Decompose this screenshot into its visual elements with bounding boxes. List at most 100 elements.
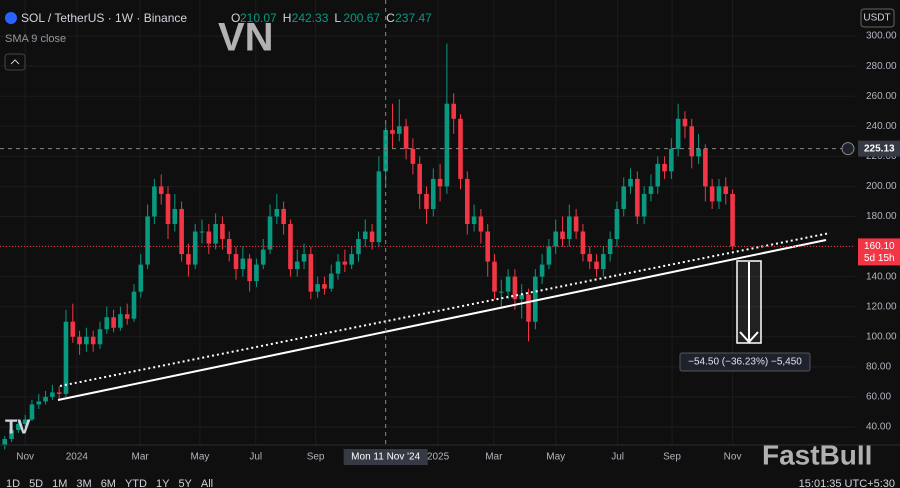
candle-body	[111, 317, 116, 328]
candle-body	[22, 419, 28, 424]
ohlc-key: O	[231, 11, 240, 25]
candle-body	[533, 276, 538, 322]
crosshair-plus[interactable]	[841, 142, 855, 156]
candle-body	[274, 208, 280, 217]
candle-body	[703, 148, 708, 187]
candle-body	[29, 404, 35, 420]
candle-body	[63, 321, 69, 394]
candle-body	[601, 254, 606, 270]
x-tick-label: Jul	[249, 452, 262, 463]
candle-body	[97, 329, 103, 345]
collapse-button[interactable]	[4, 53, 26, 71]
y-tick-label: 80.00	[866, 361, 891, 372]
candle-body	[179, 208, 184, 255]
x-tick-label: Sep	[307, 452, 325, 463]
x-tick-label: Nov	[724, 452, 742, 463]
candle-body	[90, 336, 96, 345]
candle-body	[512, 276, 518, 300]
timeframe-button[interactable]: 1D	[6, 478, 20, 488]
ohlc-value: 242.33	[292, 11, 329, 25]
candle-body	[675, 118, 681, 149]
y-tick-label: 200.00	[866, 181, 897, 192]
timeframe-button[interactable]: 6M	[101, 478, 116, 488]
x-tick-label: May	[546, 452, 565, 463]
candle-body	[730, 193, 735, 247]
candle-body	[165, 193, 171, 225]
x-tick-label: Sep	[663, 452, 681, 463]
candle-body	[417, 163, 422, 194]
ohlc-value: 200.67	[343, 11, 380, 25]
candle-body	[648, 186, 654, 194]
measure-label-box	[679, 352, 811, 372]
currency-button[interactable]	[860, 8, 895, 28]
candle-body	[621, 186, 627, 209]
candle-body	[267, 216, 273, 250]
candle-body	[505, 276, 511, 292]
candle-body	[158, 186, 164, 194]
candle-body	[573, 216, 579, 232]
candle-body	[635, 178, 640, 217]
candle-body	[546, 246, 552, 265]
trend-line-dotted	[59, 232, 831, 387]
candle-body	[362, 231, 368, 240]
ohlc-value: 210.07	[240, 11, 277, 25]
y-tick-label: 120.00	[866, 301, 897, 312]
candle-body	[587, 254, 593, 262]
candle-body	[247, 258, 252, 282]
x-tick-label: Mar	[132, 452, 150, 463]
timeframe-button[interactable]: 1Y	[156, 478, 170, 488]
candle-body	[682, 118, 688, 127]
ohlc-value: 237.47	[395, 11, 432, 25]
candle-body	[138, 264, 144, 292]
ohlc-key: H	[283, 11, 292, 25]
candle-body	[424, 193, 429, 209]
timeframe-button[interactable]: All	[201, 478, 213, 488]
candle-body	[641, 193, 647, 217]
candle-body	[383, 130, 388, 172]
candle-body	[322, 284, 327, 289]
candle-body	[709, 186, 715, 202]
x-tick-label: 2024	[66, 452, 89, 463]
candle-body	[356, 239, 361, 255]
currency: USDT	[863, 13, 890, 24]
candle-body	[260, 249, 266, 265]
candle-body	[410, 148, 416, 164]
candle-body	[104, 317, 110, 330]
timeframe-button[interactable]: YTD	[125, 478, 147, 488]
tv-logo: TV	[5, 416, 31, 438]
candle-body	[124, 314, 130, 319]
timeframe-button[interactable]: 5D	[29, 478, 43, 488]
timeframe-button[interactable]: 1M	[52, 478, 67, 488]
candle-body	[478, 216, 484, 232]
watermark: VN	[218, 16, 274, 60]
candle-body	[539, 264, 545, 277]
measure-label: −54.50 (−36.23%) −5,450	[688, 357, 802, 368]
candle-body	[390, 130, 395, 134]
candle-body	[437, 178, 443, 187]
candle-body	[349, 254, 354, 265]
candle-body	[288, 224, 293, 270]
candle-body	[451, 103, 456, 119]
candle-body	[226, 239, 232, 255]
timeframe-button[interactable]: 5Y	[178, 478, 192, 488]
y-tick-label: 300.00	[866, 31, 897, 42]
candle-body	[220, 224, 225, 240]
ohlc-key: C	[386, 11, 395, 25]
symbol: SOL / TetherUS · 1W · Binance	[21, 11, 187, 25]
candle-body	[716, 186, 722, 202]
candle-body	[628, 178, 633, 187]
candle-body	[594, 261, 599, 270]
timeframes: 1D 5D 1M 3M 6M YTD 1Y 5Y All	[6, 478, 213, 488]
countdown: 5d 15h	[864, 253, 895, 264]
timeframe-button[interactable]: 3M	[76, 478, 91, 488]
candle-body	[430, 178, 436, 209]
ohlc-legend: O 210.07 H 242.33 L 200.67 C 237.47	[231, 11, 432, 25]
y-tick-label: 240.00	[866, 121, 897, 132]
candle-body	[464, 178, 470, 225]
candle-body	[16, 423, 21, 430]
candle-body	[519, 294, 525, 300]
y-tick-label: 140.00	[866, 271, 897, 282]
candle-body	[485, 231, 490, 262]
candle-body	[396, 126, 402, 134]
